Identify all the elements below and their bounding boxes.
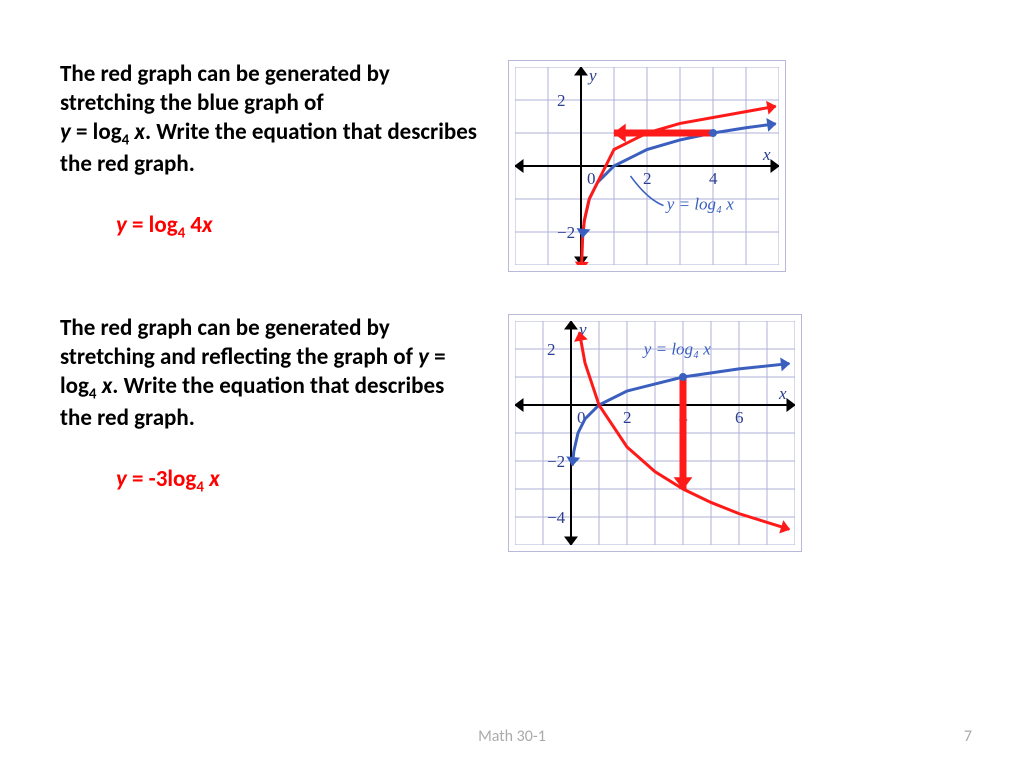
chart2: 02462−2−4xyy = log₄ x	[515, 321, 795, 545]
p2-ans-x: x	[204, 465, 220, 493]
svg-text:6: 6	[735, 408, 744, 427]
problem1-prompt: The red graph can be generated by stretc…	[60, 60, 480, 179]
p2-ans-y: y	[116, 465, 127, 493]
p1-ans-tail: 4	[185, 211, 202, 239]
p2-post: . Write the equation that describes the …	[60, 372, 444, 432]
problem2-text: The red graph can be generated by stretc…	[60, 314, 480, 496]
svg-text:2: 2	[557, 91, 566, 110]
svg-text:x: x	[778, 384, 787, 403]
problem2-answer: y = -3log4 x	[116, 465, 480, 497]
p2-ans-mid: = -3log	[127, 465, 196, 493]
p2-ans-sub: 4	[196, 478, 204, 496]
chart1: 0 2 4 2 −2 x y y = log₄ x	[515, 67, 779, 265]
problem2-row: The red graph can be generated by stretc…	[60, 314, 964, 552]
chart2-box: 02462−2−4xyy = log₄ x	[508, 314, 802, 552]
problem1-text: The red graph can be generated by stretc…	[60, 60, 480, 242]
p1-ans-x: x	[202, 211, 213, 239]
svg-text:−2: −2	[547, 452, 565, 471]
footer-page-number: 7	[964, 727, 972, 746]
svg-text:2: 2	[547, 340, 556, 359]
chart1-box: 0 2 4 2 −2 x y y = log₄ x	[508, 60, 786, 272]
p1-pre: The red graph can be generated by stretc…	[60, 60, 390, 117]
svg-text:y: y	[587, 67, 597, 85]
svg-text:4: 4	[709, 169, 718, 188]
p2-eq-y: y	[418, 343, 429, 371]
svg-text:−4: −4	[547, 508, 566, 527]
svg-text:2: 2	[623, 408, 632, 427]
p2-eq-sub: 4	[89, 385, 97, 403]
footer-center: Math 30-1	[0, 727, 1024, 746]
problem1-row: The red graph can be generated by stretc…	[60, 60, 964, 272]
p1-eq-x: x	[129, 118, 145, 146]
p2-pre: The red graph can be generated by stretc…	[60, 314, 418, 371]
svg-text:y = log₄ x: y = log₄ x	[665, 195, 734, 214]
problem1-answer: y = log4 4x	[116, 211, 480, 243]
svg-text:y = log₄ x: y = log₄ x	[642, 340, 711, 359]
p1-ans-y: y	[116, 211, 127, 239]
p1-eq-y: y	[60, 118, 71, 146]
p1-ans-mid: = log	[127, 211, 178, 239]
p2-eq-x: x	[97, 372, 113, 400]
svg-text:−2: −2	[557, 223, 575, 242]
svg-text:x: x	[762, 145, 771, 164]
problem2-prompt: The red graph can be generated by stretc…	[60, 314, 480, 433]
svg-text:0: 0	[587, 169, 596, 188]
svg-text:2: 2	[643, 169, 652, 188]
p1-eq-mid: = log	[71, 118, 122, 146]
slide: The red graph can be generated by stretc…	[0, 0, 1024, 768]
